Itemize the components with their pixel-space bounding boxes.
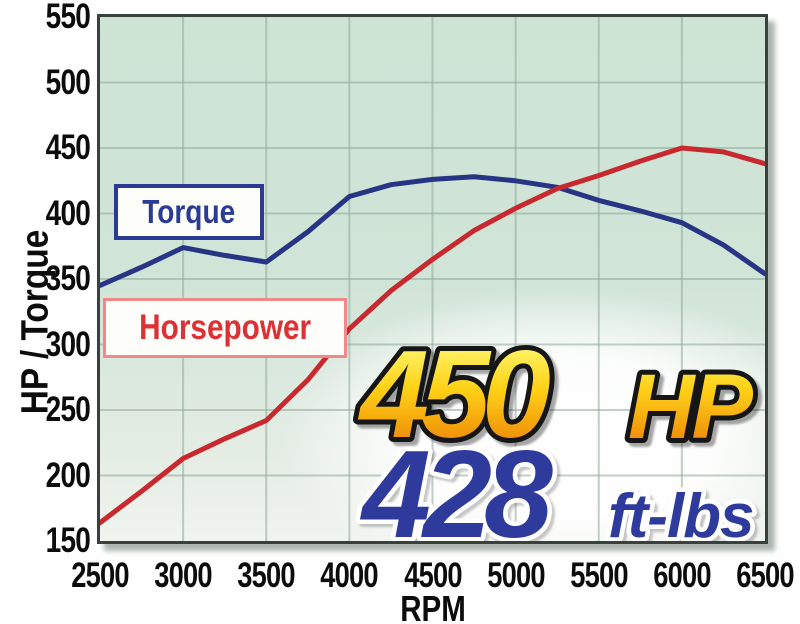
horsepower-curve bbox=[100, 145, 765, 526]
y-tick-label: 400 bbox=[45, 193, 91, 233]
x-tick-label: 4500 bbox=[403, 556, 462, 595]
torque-curve bbox=[100, 174, 765, 288]
y-tick-label: 350 bbox=[45, 259, 91, 298]
x-tick-label: 3000 bbox=[154, 556, 212, 595]
y-tick-label: 150 bbox=[45, 521, 91, 560]
x-tick-label: 6500 bbox=[736, 556, 794, 595]
peak-callout: 450 HP 428 ft-lbs bbox=[352, 321, 761, 541]
legend-horsepower: Horsepower bbox=[103, 298, 347, 358]
peak-torque-unit: ft-lbs bbox=[608, 482, 754, 541]
y-tick-label: 250 bbox=[45, 390, 91, 429]
y-tick-label: 200 bbox=[45, 455, 91, 495]
x-tick-label: 3500 bbox=[237, 556, 296, 595]
x-tick-label: 6000 bbox=[653, 556, 711, 595]
y-axis-title: HP / Torque bbox=[14, 229, 57, 415]
x-tick-label: 5500 bbox=[569, 556, 628, 595]
dyno-curves bbox=[100, 145, 765, 526]
peak-torque-value: 428 bbox=[359, 426, 553, 541]
x-tick-label: 5000 bbox=[486, 556, 545, 595]
y-tick-label: 300 bbox=[45, 324, 91, 364]
y-tick-label: 500 bbox=[45, 62, 91, 102]
dyno-plot-svg: 450 HP 428 ft-lbs bbox=[100, 17, 765, 541]
x-tick-label: 4000 bbox=[320, 556, 379, 595]
peak-hp-value: 450 bbox=[357, 326, 550, 464]
legend-torque-label: Torque bbox=[142, 193, 236, 230]
y-tick-label: 450 bbox=[45, 128, 91, 167]
y-tick-label: 550 bbox=[45, 0, 91, 36]
plot-area: 450 HP 428 ft-lbs bbox=[97, 14, 768, 544]
peak-hp-unit: HP bbox=[628, 356, 753, 458]
highlight-glow bbox=[275, 287, 765, 541]
x-tick-label: 2500 bbox=[71, 556, 129, 595]
legend-horsepower-label: Horsepower bbox=[139, 308, 311, 347]
x-axis-title: RPM bbox=[400, 588, 466, 624]
legend-torque: Torque bbox=[114, 184, 264, 240]
